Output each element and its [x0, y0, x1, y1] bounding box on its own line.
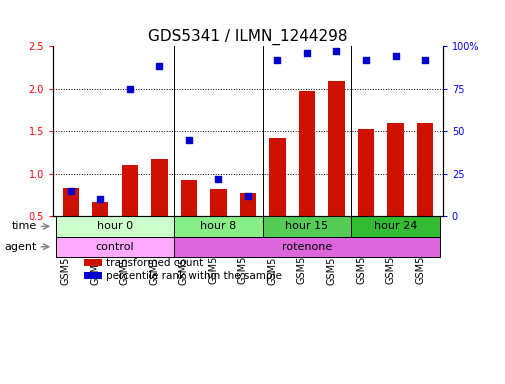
Bar — [180, 180, 196, 216]
Point — [420, 56, 428, 63]
Bar — [416, 124, 432, 216]
Bar — [84, 272, 102, 280]
Point — [67, 187, 75, 194]
Bar — [92, 202, 108, 216]
Point — [332, 48, 340, 54]
Text: hour 24: hour 24 — [373, 221, 417, 231]
Text: percentile rank within the sample: percentile rank within the sample — [106, 271, 281, 281]
Text: time: time — [12, 221, 37, 231]
Bar — [269, 138, 285, 216]
Point — [184, 137, 192, 143]
Bar — [84, 259, 102, 266]
Point — [96, 196, 104, 202]
Point — [155, 63, 163, 70]
Bar — [210, 189, 226, 216]
Bar — [122, 165, 138, 216]
Bar — [239, 193, 256, 216]
Bar — [174, 216, 262, 237]
Text: hour 15: hour 15 — [285, 221, 328, 231]
Point — [126, 86, 134, 92]
Point — [243, 193, 251, 199]
Text: control: control — [95, 242, 134, 252]
Bar — [357, 129, 373, 216]
Bar — [298, 91, 315, 216]
Bar — [328, 81, 344, 216]
Bar — [387, 122, 403, 216]
Text: hour 8: hour 8 — [200, 221, 236, 231]
Point — [302, 50, 311, 56]
Text: transformed count: transformed count — [106, 258, 203, 268]
Bar — [262, 216, 350, 237]
Bar — [63, 188, 79, 216]
Bar — [151, 159, 167, 216]
Point — [214, 175, 222, 182]
Point — [361, 56, 369, 63]
Text: rotenone: rotenone — [281, 242, 331, 252]
Point — [273, 56, 281, 63]
Point — [391, 53, 399, 60]
Bar — [174, 237, 439, 257]
Bar — [56, 216, 174, 237]
Title: GDS5341 / ILMN_1244298: GDS5341 / ILMN_1244298 — [148, 28, 347, 45]
Bar — [56, 237, 174, 257]
Text: hour 0: hour 0 — [97, 221, 133, 231]
Bar — [350, 216, 439, 237]
Text: agent: agent — [5, 242, 37, 252]
